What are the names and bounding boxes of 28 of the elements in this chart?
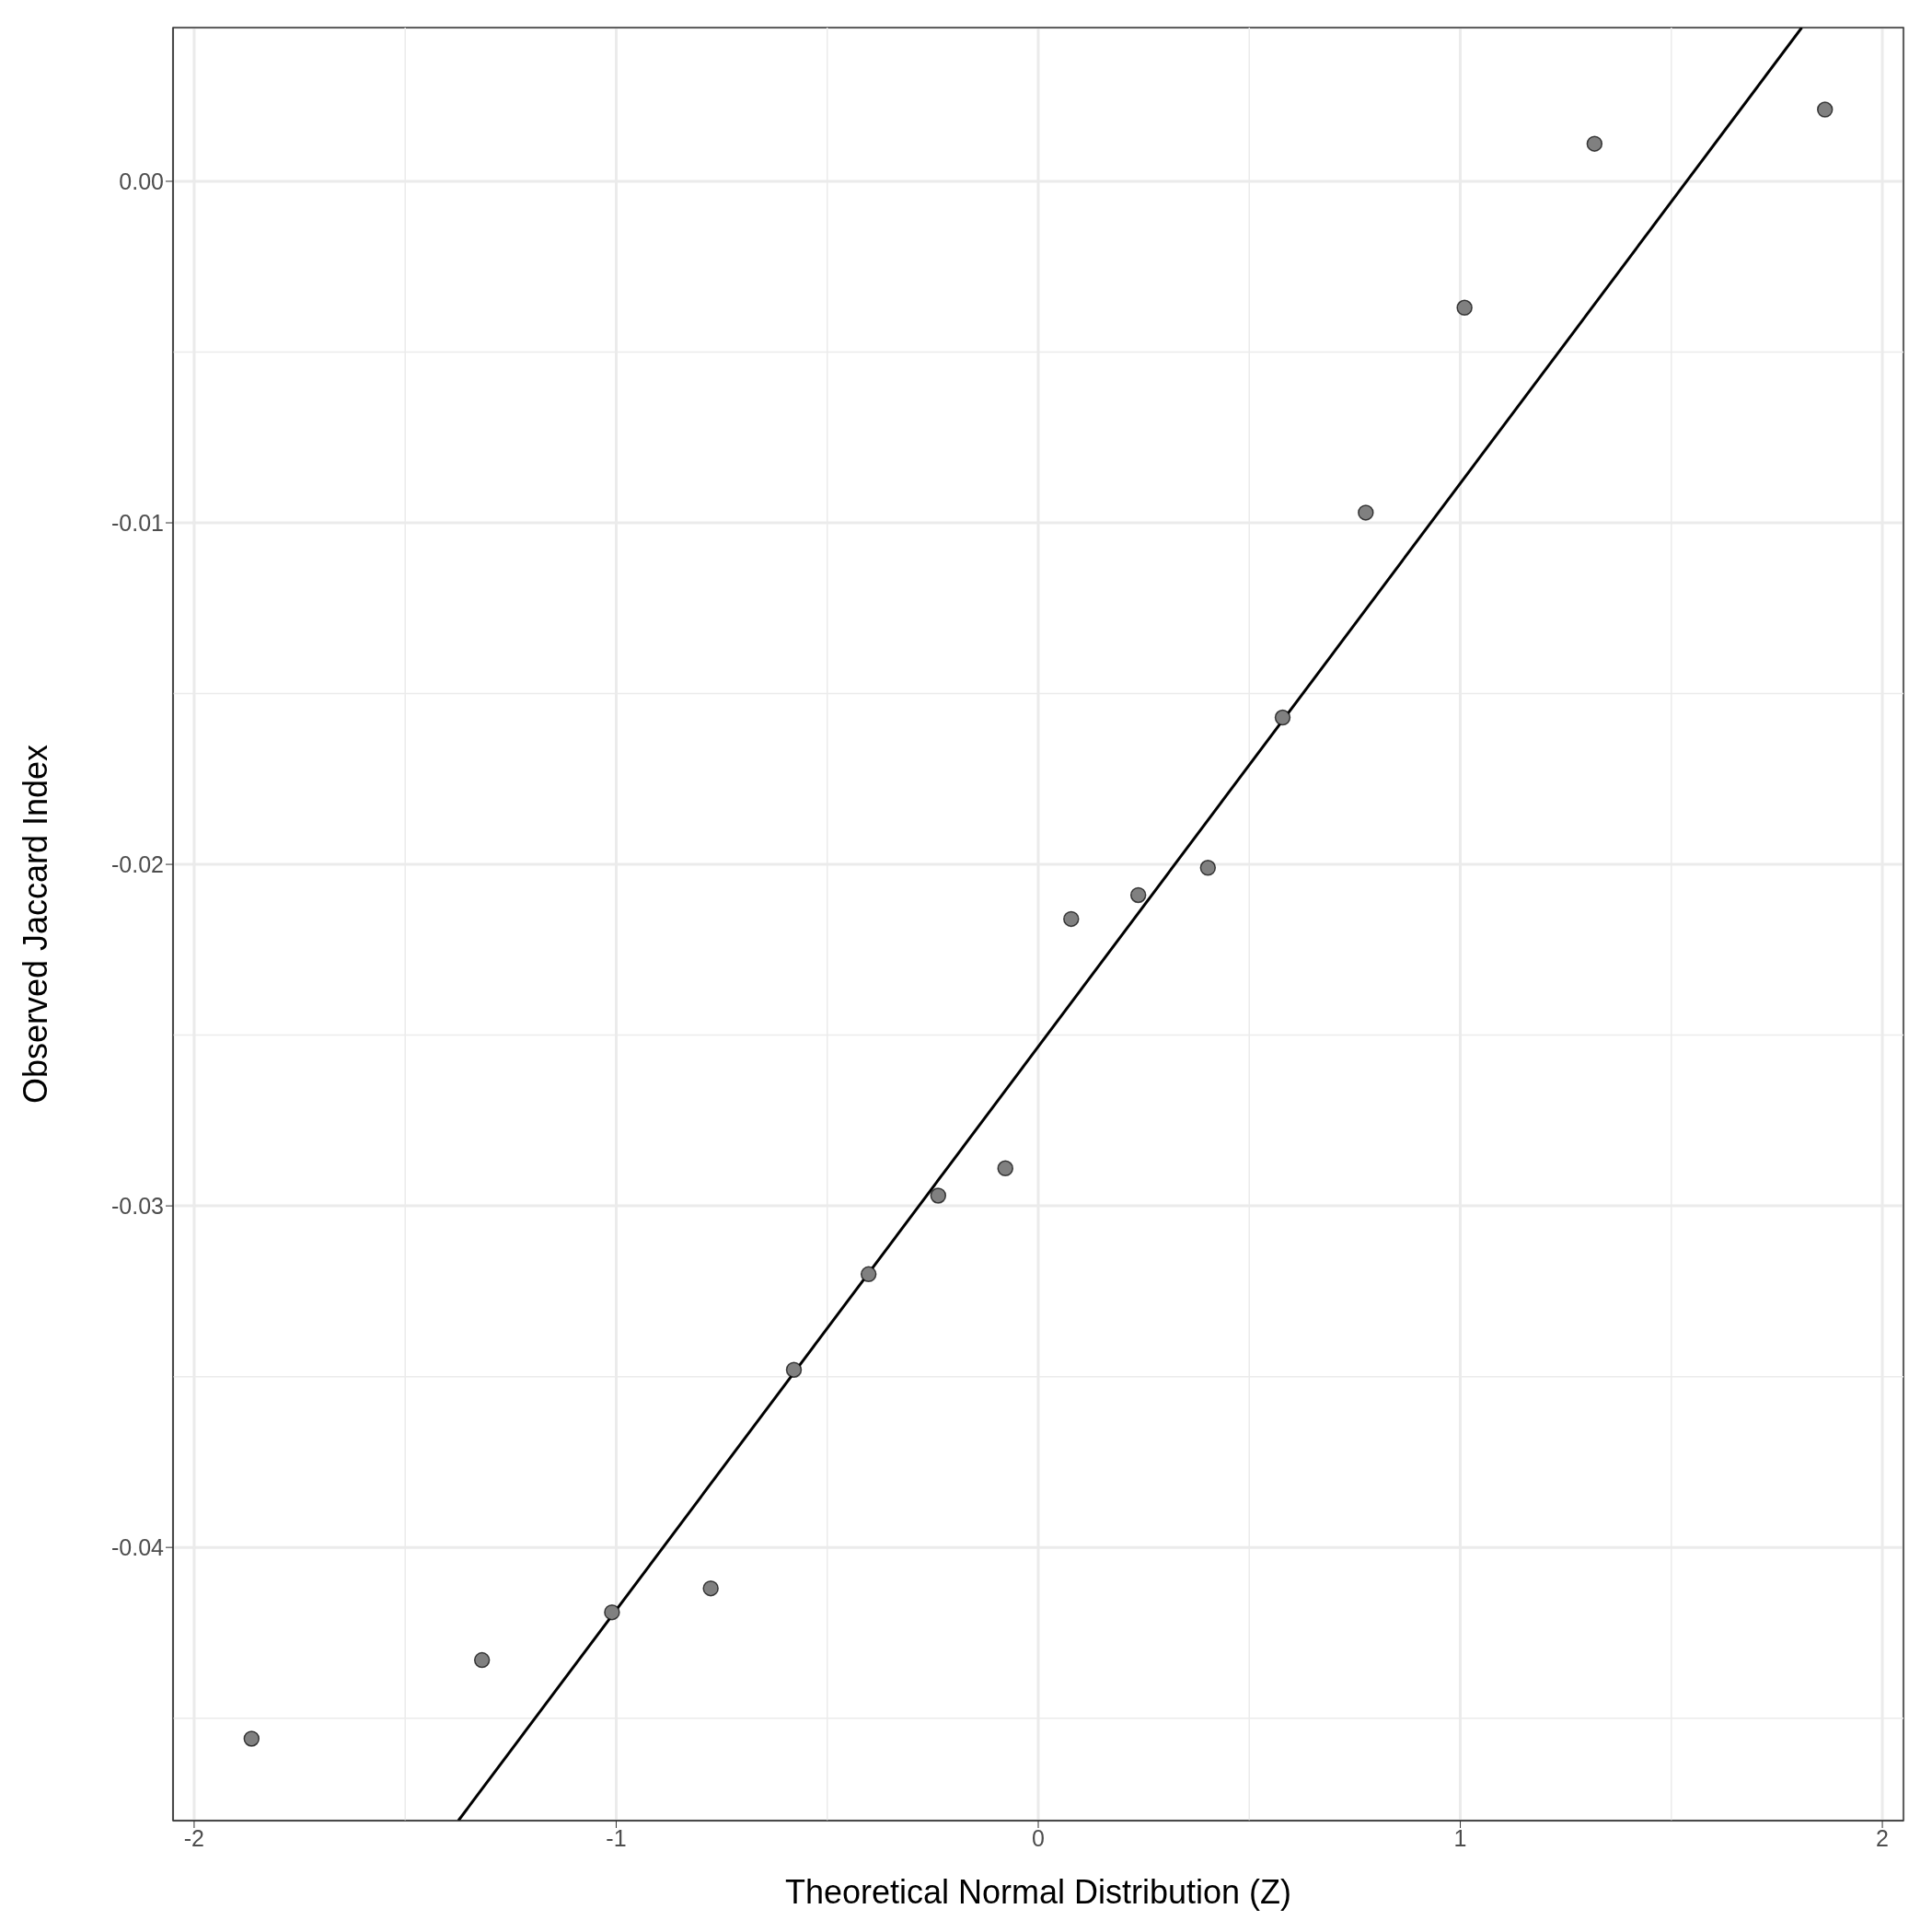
x-tick-label: -1 [606, 1824, 627, 1851]
x-tick-label: 1 [1453, 1824, 1467, 1851]
point [702, 1579, 719, 1597]
point [1129, 886, 1147, 904]
x-tick-label: -2 [183, 1824, 205, 1851]
point [1274, 709, 1291, 726]
point [1358, 504, 1374, 521]
point [243, 1730, 260, 1747]
point [930, 1187, 947, 1204]
x-tick-label: 2 [1876, 1824, 1890, 1851]
point [1816, 101, 1834, 118]
point [1063, 910, 1080, 928]
y-tick-label: 0.00 [119, 168, 164, 194]
y-axis-title: Observed Jaccard Index [16, 744, 54, 1105]
y-tick-label: -0.03 [111, 1192, 164, 1219]
point [785, 1361, 803, 1378]
point [1586, 135, 1603, 152]
x-tick-label: 0 [1032, 1824, 1045, 1851]
y-tick-label: -0.04 [111, 1534, 165, 1561]
point [473, 1651, 491, 1669]
point [997, 1160, 1013, 1177]
point [604, 1603, 620, 1621]
x-axis-title: Theoretical Normal Distribution (Z) [784, 1873, 1292, 1911]
y-tick-label: -0.01 [111, 509, 164, 536]
point [1199, 860, 1217, 876]
point [1456, 299, 1473, 317]
point [860, 1266, 877, 1283]
y-tick-label: -0.02 [111, 850, 164, 877]
